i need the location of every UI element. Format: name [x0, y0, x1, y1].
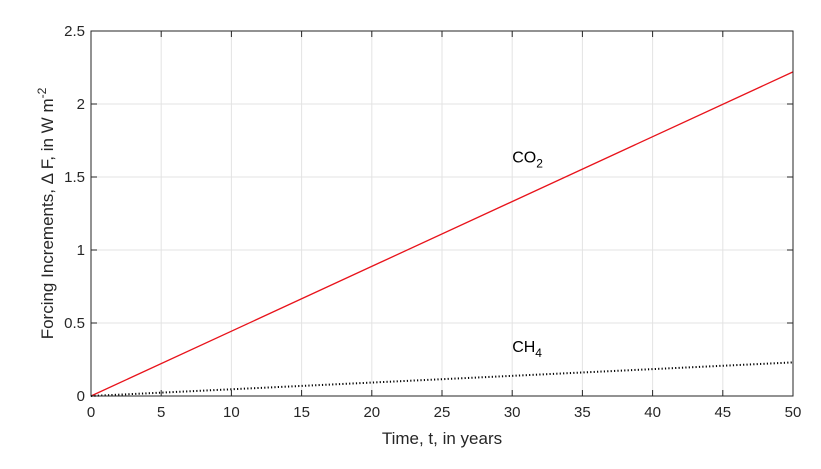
series-label-co2-subscript: 2 — [536, 156, 543, 170]
x-tick-label: 15 — [293, 404, 310, 421]
series-layer — [90, 71, 794, 397]
x-tick-label: 40 — [644, 404, 661, 421]
grid — [90, 30, 794, 397]
x-tick-label: 35 — [574, 404, 591, 421]
y-axis-label-main: Forcing Increments, Δ F, in W m — [38, 98, 57, 339]
x-tick-label: 30 — [504, 404, 521, 421]
series-line-co2 — [90, 71, 794, 397]
ticks — [90, 30, 794, 397]
y-tick-label: 2 — [77, 96, 85, 113]
series-label-ch4-base: CH — [512, 339, 535, 356]
x-tick-label: 25 — [434, 404, 451, 421]
x-tick-label: 0 — [87, 404, 95, 421]
y-tick-label: 1.5 — [64, 169, 85, 186]
x-tick-label: 45 — [714, 404, 731, 421]
series-label-ch4-subscript: 4 — [535, 346, 542, 360]
y-tick-label: 0 — [77, 388, 85, 405]
y-axis-label: Forcing Increments, Δ F, in W m-2 — [35, 87, 57, 339]
x-axis-label: Time, t, in years — [382, 429, 502, 448]
series-label-co2: CO2 — [512, 149, 543, 170]
series-label-co2-base: CO — [512, 149, 536, 166]
y-tick-label: 1 — [77, 242, 85, 259]
series-line-ch4 — [90, 361, 794, 397]
series-label-ch4: CH4 — [512, 339, 542, 360]
tick-labels: 0 5 10 15 20 25 30 35 40 45 50 0 0.5 1 1.5 2 2.5 — [64, 23, 801, 421]
y-tick-label: 2.5 — [64, 23, 85, 40]
x-tick-label: 20 — [363, 404, 380, 421]
x-tick-label: 50 — [785, 404, 802, 421]
y-axis-label-superscript: -2 — [35, 87, 49, 98]
y-tick-label: 0.5 — [64, 315, 85, 332]
x-tick-label: 5 — [157, 404, 165, 421]
x-tick-label: 10 — [223, 404, 240, 421]
